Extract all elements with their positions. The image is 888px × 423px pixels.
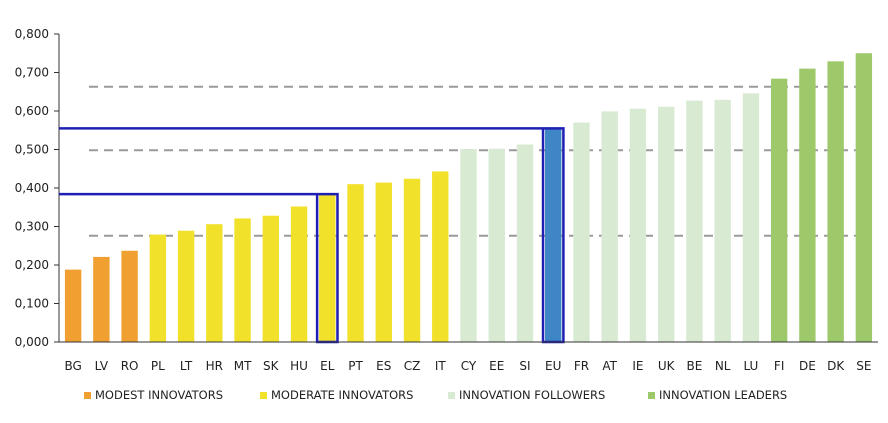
x-tick-label: RO: [121, 359, 139, 373]
y-tick-label: 0,400: [15, 181, 49, 195]
bar-at: [601, 111, 618, 342]
x-tick-label: LU: [743, 359, 758, 373]
bar-dk: [827, 61, 844, 343]
bar-be: [686, 100, 703, 342]
bar-hu: [290, 206, 308, 342]
bar-uk: [657, 106, 675, 342]
x-tick-label: EU: [545, 359, 561, 373]
legend-label: MODERATE INNOVATORS: [271, 388, 414, 402]
y-tick-label: 0,500: [15, 143, 49, 157]
x-tick-label: DK: [827, 359, 845, 373]
bar-lt: [177, 230, 195, 342]
x-tick-label: EL: [320, 359, 335, 373]
x-tick-label: CZ: [404, 359, 421, 373]
x-tick-label: SE: [856, 359, 871, 373]
bar-pt: [347, 184, 364, 342]
x-tick-label: HU: [290, 359, 308, 373]
bar-lv: [93, 256, 110, 342]
x-tick-label: DE: [799, 359, 816, 373]
x-tick-label: CY: [461, 359, 477, 373]
y-tick-label: 0,800: [15, 27, 49, 41]
bar-pl: [149, 234, 167, 342]
y-tick-label: 0,000: [15, 335, 49, 349]
x-tick-label: BG: [64, 359, 81, 373]
x-tick-label: EE: [489, 359, 504, 373]
y-tick-label: 0,600: [15, 104, 49, 118]
legend-swatch: [260, 392, 267, 399]
x-tick-label: NL: [715, 359, 731, 373]
bar-fi: [770, 78, 788, 342]
legend-label: MODEST INNOVATORS: [95, 388, 223, 402]
x-tick-label: UK: [658, 359, 676, 373]
x-tick-label: BE: [687, 359, 703, 373]
y-axis: 0,000 0,100 0,200 0,300 0,400 0,500 0,600 0,700…: [15, 27, 60, 349]
x-tick-label: IE: [632, 359, 643, 373]
bar-si: [516, 144, 534, 342]
bar-ro: [121, 250, 138, 342]
legend-label: INNOVATION LEADERS: [659, 388, 788, 402]
x-tick-label: SI: [519, 359, 530, 373]
bar-cy: [460, 149, 477, 342]
bar-ie: [629, 108, 647, 342]
legend-swatch: [448, 392, 455, 399]
x-tick-label: LT: [180, 359, 193, 373]
bar-it: [432, 171, 449, 342]
y-tick-label: 0,300: [15, 220, 49, 234]
x-tick-label: PT: [348, 359, 363, 373]
bar-hr: [206, 224, 223, 342]
x-axis: BG LV RO PL LT HR MT SK HU EL PT ES CZ IT CY EE SI EU FR AT…: [59, 341, 878, 373]
bar-el: [319, 194, 336, 342]
x-tick-label: MT: [234, 359, 252, 373]
bar-de: [799, 68, 816, 343]
bars: [64, 53, 873, 343]
bar-mt: [234, 218, 251, 342]
bar-sk: [262, 215, 280, 342]
x-tick-label: AT: [602, 359, 617, 373]
x-tick-label: PL: [151, 359, 165, 373]
bar-se: [855, 53, 873, 342]
bar-cz: [403, 178, 421, 342]
bar-fr: [573, 122, 590, 342]
bar-ee: [488, 148, 505, 342]
x-tick-label: FR: [574, 359, 589, 373]
x-tick-label: SK: [263, 359, 280, 373]
y-tick-label: 0,700: [15, 66, 49, 80]
x-tick-label: IT: [435, 359, 447, 373]
bar-es: [375, 182, 392, 342]
legend-label: INNOVATION FOLLOWERS: [459, 388, 606, 402]
bar-nl: [714, 99, 731, 343]
bar-bg: [64, 269, 82, 342]
y-tick-label: 0,100: [15, 297, 49, 311]
legend-swatch: [648, 392, 655, 399]
x-tick-label: HR: [206, 359, 223, 373]
bar-eu: [545, 128, 562, 342]
x-tick-label: LV: [95, 359, 109, 373]
x-tick-label: ES: [376, 359, 391, 373]
y-tick-label: 0,200: [15, 258, 49, 272]
x-tick-label: FI: [774, 359, 784, 373]
bar-lu: [742, 93, 760, 342]
legend-swatch: [84, 392, 91, 399]
